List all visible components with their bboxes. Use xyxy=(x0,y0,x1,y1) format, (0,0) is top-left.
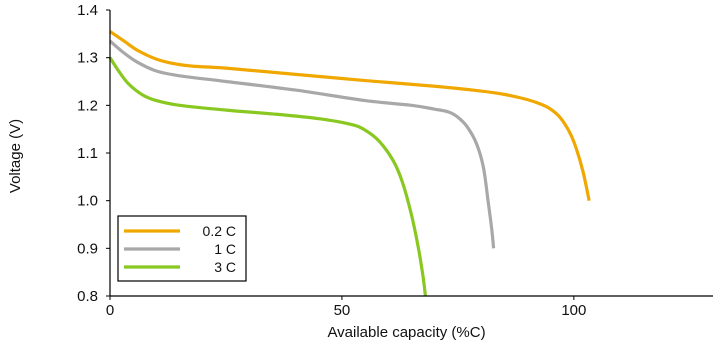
x-tick-label: 0 xyxy=(106,302,114,319)
legend-items: 0.2 C 1 C 3 C xyxy=(124,223,236,275)
y-tick-label: 1.0 xyxy=(77,193,98,210)
y-tick-label: 1.3 xyxy=(77,50,98,67)
series-lines xyxy=(108,30,591,297)
y-tick-label: 1.2 xyxy=(77,97,98,114)
legend-label-3-c: 3 C xyxy=(214,259,236,275)
y-axis-label: Voltage (V) xyxy=(7,119,24,193)
legend: 0.2 C 1 C 3 C xyxy=(117,215,247,282)
series-line-1-c xyxy=(108,39,496,249)
y-tick-label: 1.1 xyxy=(77,145,98,162)
legend-label-1-c: 1 C xyxy=(214,241,236,257)
y-tick-label: 0.9 xyxy=(77,240,98,257)
y-tick-label: 0.8 xyxy=(77,288,98,305)
x-axis-ticks: 0 50 100 xyxy=(106,296,586,319)
y-tick-label: 1.4 xyxy=(77,2,98,19)
series-line-3-c xyxy=(108,56,428,297)
series-line-0-2-c xyxy=(109,30,591,201)
x-tick-label: 100 xyxy=(561,302,586,319)
legend-label-0-2-c: 0.2 C xyxy=(203,223,236,239)
x-tick-label: 50 xyxy=(334,302,351,319)
x-axis-label: Available capacity (%C) xyxy=(327,324,485,341)
y-axis-ticks: 0.8 0.9 1.0 1.1 1.2 1.3 1.4 xyxy=(77,2,110,305)
